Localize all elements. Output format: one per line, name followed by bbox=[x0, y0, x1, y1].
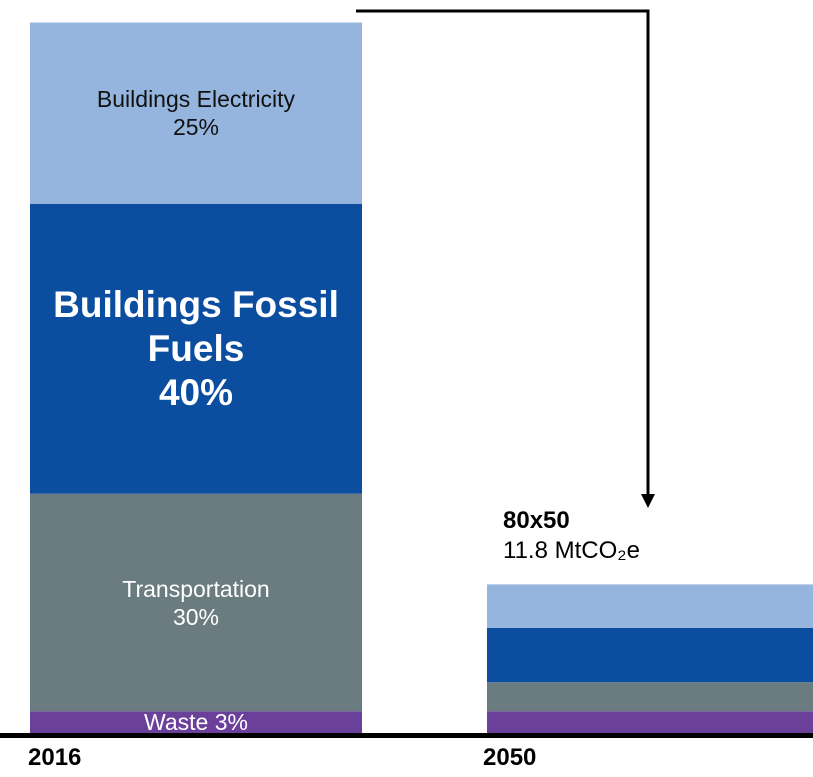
baseline bbox=[0, 733, 813, 738]
arrow-head bbox=[641, 494, 655, 508]
bar-segment bbox=[487, 627, 813, 683]
value-label: 30% bbox=[172, 603, 220, 630]
segment-label: Waste 3% bbox=[96, 708, 296, 736]
series-name: Buildings Electricity bbox=[96, 86, 296, 113]
segment-label: Buildings Electricity 25% bbox=[96, 23, 296, 204]
x-tick-label: 2050 bbox=[483, 744, 537, 771]
value-label: 40% bbox=[158, 371, 234, 413]
bar-segment bbox=[487, 584, 813, 628]
series-name: Waste bbox=[144, 709, 209, 736]
bar-segment bbox=[30, 493, 362, 712]
value-label: 25% bbox=[172, 114, 220, 141]
segment-label: Transportation 30% bbox=[96, 494, 296, 712]
annotation-text: 11.8 MtCO₂e bbox=[503, 537, 640, 564]
bar-segment bbox=[30, 22, 362, 204]
bar-segment bbox=[487, 711, 813, 733]
annotation-title: 80x50 bbox=[503, 507, 570, 534]
value-label: 3% bbox=[214, 709, 248, 736]
annotation: 80x50 11.8 MtCO₂e bbox=[503, 506, 640, 566]
x-tick-label: 2016 bbox=[28, 744, 82, 771]
arrow bbox=[356, 9, 650, 496]
segment-label: Buildings Fossil Fuels 40% bbox=[46, 204, 346, 494]
series-name: Transportation bbox=[122, 575, 270, 602]
series-name: Buildings Fossil Fuels bbox=[53, 283, 339, 369]
bar-segment bbox=[487, 682, 813, 712]
bar-segment bbox=[30, 711, 362, 733]
bar-segment bbox=[30, 203, 362, 494]
segment-label-line: Waste 3% bbox=[144, 708, 248, 736]
